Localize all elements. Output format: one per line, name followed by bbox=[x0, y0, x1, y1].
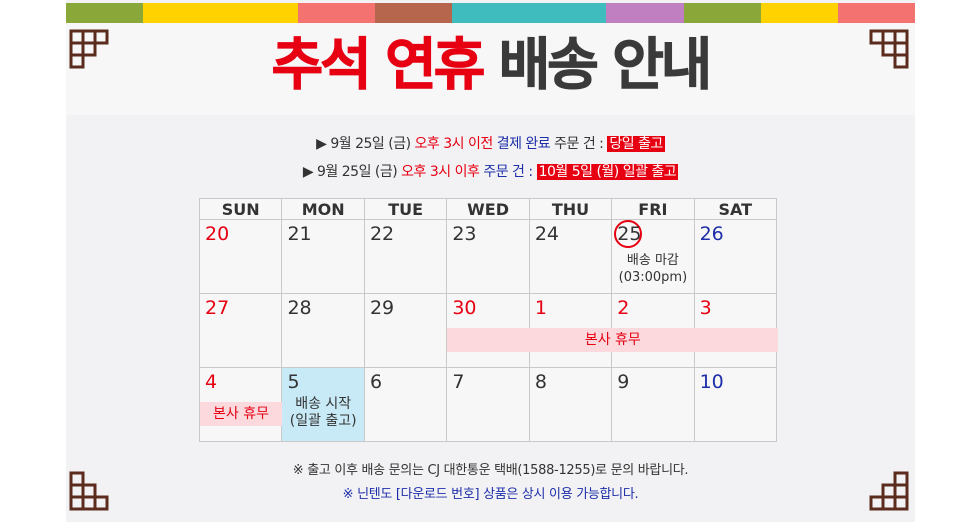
stripe-segment bbox=[683, 3, 761, 23]
calendar-day: 10 bbox=[693, 367, 778, 442]
notice-text: ▶ 9월 25일 (금) bbox=[316, 136, 415, 152]
day-number: 29 bbox=[369, 297, 395, 319]
calendar-day: 3 bbox=[693, 293, 778, 368]
color-stripe bbox=[66, 3, 916, 23]
deadline-circle bbox=[614, 220, 643, 248]
notice-time: 오후 3시 이후 bbox=[401, 164, 480, 180]
stripe-segment bbox=[297, 3, 375, 23]
day-number: 1 bbox=[534, 297, 547, 319]
stripe-segment bbox=[760, 3, 838, 23]
calendar-day: 8 bbox=[528, 367, 613, 442]
day-number: 9 bbox=[617, 371, 630, 393]
shipping-start-note: 배송 시작 (일괄 출고) bbox=[282, 396, 364, 430]
header-panel bbox=[66, 22, 915, 115]
stripe-segment bbox=[837, 3, 916, 23]
deadline-label: 배송 마감 bbox=[626, 253, 679, 268]
calendar-day: 4 본사 휴무 bbox=[198, 367, 283, 442]
notice-text: ▶ 9월 25일 (금) bbox=[302, 164, 402, 180]
day-number: 5 bbox=[287, 371, 300, 393]
calendar-day: 30 본사 휴무 bbox=[446, 293, 779, 368]
notice-badge: 10월 5일 (월) 일괄 출고 bbox=[536, 164, 679, 180]
notice-payment: 결제 완료 bbox=[496, 136, 551, 152]
notice-badge: 당일 출고 bbox=[607, 136, 665, 152]
day-number: 2 bbox=[617, 297, 630, 319]
calendar-day: 22 bbox=[363, 219, 448, 294]
day-header: TUE bbox=[363, 198, 448, 220]
corner-pattern-icon bbox=[69, 29, 109, 69]
day-number: 22 bbox=[369, 223, 395, 245]
deadline-time: (03:00pm) bbox=[618, 270, 688, 285]
stripe-segment bbox=[374, 3, 452, 23]
calendar-day: 24 bbox=[528, 219, 613, 294]
day-number: 3 bbox=[699, 297, 712, 319]
notice-before-3pm: ▶ 9월 25일 (금) 오후 3시 이전 결제 완료 주문 건 : 당일 출고 bbox=[66, 133, 915, 153]
holiday-bar: 본사 휴무 bbox=[200, 402, 282, 426]
calendar-day: 26 bbox=[693, 219, 778, 294]
calendar-day: 7 bbox=[446, 367, 530, 442]
calendar-day: 6 bbox=[363, 367, 448, 442]
corner-pattern-icon bbox=[869, 29, 909, 69]
calendar-day: 9 bbox=[611, 367, 695, 442]
calendar-day: 21 bbox=[281, 219, 365, 294]
stripe-segment bbox=[66, 3, 144, 23]
day-header: FRI bbox=[611, 198, 695, 220]
day-header: WED bbox=[446, 198, 530, 220]
calendar-week: 27 28 29 30 본사 휴무 1 2 3 bbox=[198, 293, 779, 368]
day-number: 6 bbox=[369, 371, 383, 393]
day-number: 4 bbox=[205, 371, 218, 393]
deadline-note: 배송 마감 (03:00pm) bbox=[612, 252, 693, 286]
calendar-day: 20 bbox=[198, 219, 283, 294]
calendar-day-deadline: 25 배송 마감 (03:00pm) bbox=[611, 219, 695, 294]
stripe-segment bbox=[529, 3, 607, 23]
calendar-week: 4 본사 휴무 5 배송 시작 (일괄 출고) 6 7 8 9 10 bbox=[198, 367, 778, 442]
calendar-day: 29 bbox=[363, 293, 448, 368]
calendar-day: 27 bbox=[198, 293, 283, 368]
day-number: 30 bbox=[452, 297, 477, 319]
notice-time: 오후 3시 이전 bbox=[414, 136, 494, 152]
corner-pattern-icon bbox=[869, 471, 909, 511]
day-header: SAT bbox=[693, 198, 778, 220]
day-number: 28 bbox=[287, 297, 312, 319]
day-header: MON bbox=[281, 198, 365, 220]
notice-text: 주문 건 : bbox=[479, 164, 537, 180]
calendar-day: 1 bbox=[528, 293, 613, 368]
day-header: THU bbox=[528, 198, 613, 220]
calendar: SUN MON TUE WED THU FRI SAT 20 21 22 23 … bbox=[198, 198, 779, 442]
calendar-day-shipping-start: 5 배송 시작 (일괄 출고) bbox=[281, 367, 365, 442]
day-number: 27 bbox=[205, 297, 230, 319]
title-highlight: 추석 연휴 bbox=[271, 33, 486, 99]
day-number: 26 bbox=[699, 223, 724, 245]
stripe-segment bbox=[143, 3, 221, 23]
day-number: 20 bbox=[205, 223, 230, 245]
day-number: 7 bbox=[452, 371, 465, 393]
day-number: 8 bbox=[534, 371, 547, 393]
day-number: 10 bbox=[699, 371, 724, 393]
calendar-day: 28 bbox=[281, 293, 365, 368]
stripe-segment bbox=[606, 3, 684, 23]
corner-pattern-icon bbox=[69, 471, 109, 511]
calendar-day: 2 bbox=[611, 293, 695, 368]
day-number: 21 bbox=[287, 223, 312, 245]
day-header: SUN bbox=[198, 198, 283, 220]
notice-text: 주문 건 : bbox=[550, 136, 608, 152]
footer-contact: ※ 출고 이후 배송 문의는 CJ 대한통운 택배(1588-1255)로 문의… bbox=[292, 463, 689, 478]
calendar-week: 20 21 22 23 24 25 배송 마감 (03:00pm) 26 bbox=[198, 219, 778, 294]
shipping-start-sub: (일괄 출고) bbox=[289, 413, 357, 429]
page-title: 추석 연휴 배송 안내 bbox=[66, 30, 915, 102]
calendar-day: 23 bbox=[446, 219, 530, 294]
footer-download: ※ 닌텐도 [다운로드 번호] 상품은 상시 이용 가능합니다. bbox=[342, 487, 639, 502]
day-number: 23 bbox=[452, 223, 477, 245]
title-main: 배송 안내 bbox=[498, 33, 713, 99]
day-number: 24 bbox=[534, 223, 559, 245]
stripe-segment bbox=[451, 3, 530, 23]
notice-after-3pm: ▶ 9월 25일 (금) 오후 3시 이후 주문 건 : 10월 5일 (월) … bbox=[66, 161, 915, 181]
stripe-segment bbox=[220, 3, 298, 23]
calendar-header-row: SUN MON TUE WED THU FRI SAT bbox=[198, 198, 778, 220]
day-number: 25 bbox=[617, 223, 642, 245]
shipping-start-label: 배송 시작 bbox=[295, 396, 352, 412]
